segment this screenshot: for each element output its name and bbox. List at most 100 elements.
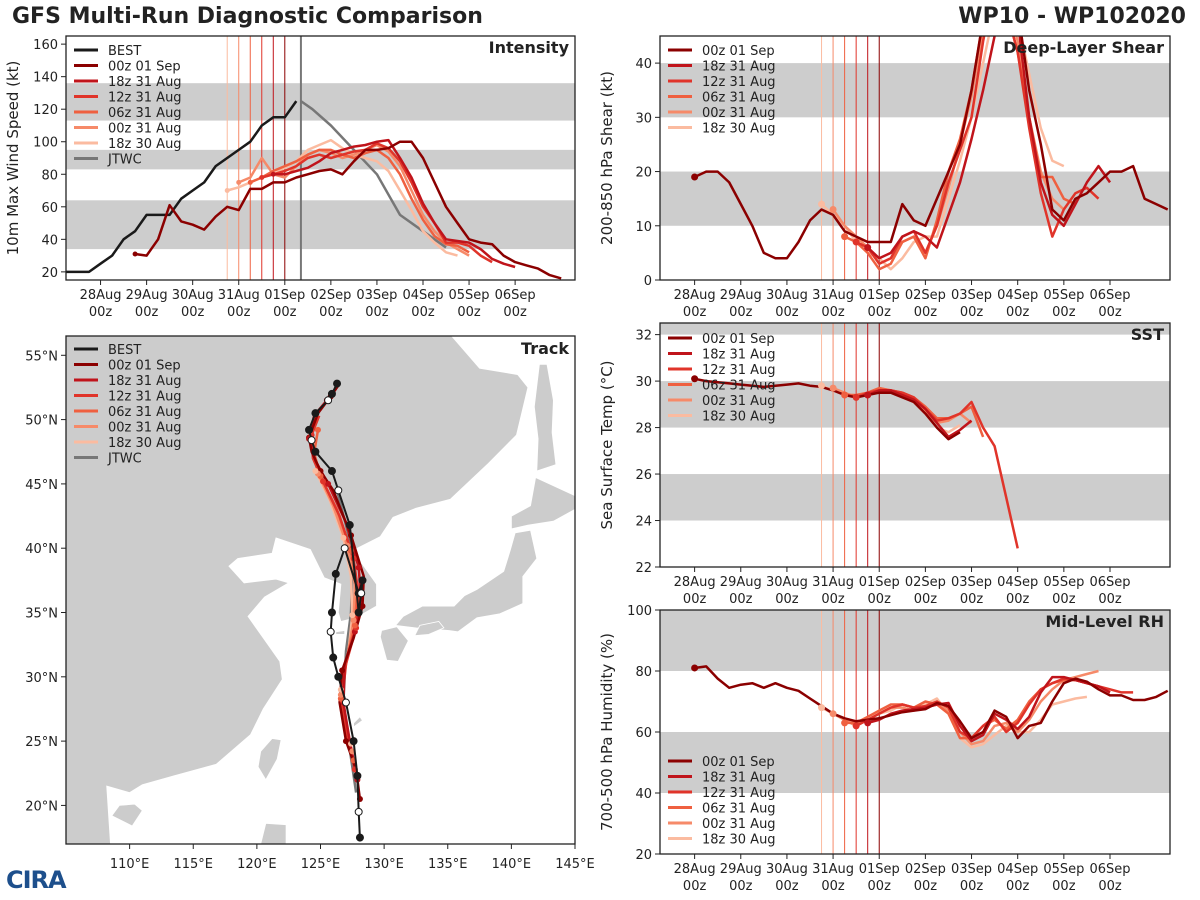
track-best-marker-18	[311, 447, 320, 456]
rh-xtick-label-5: 02Sep	[905, 862, 946, 877]
intensity-xtick-label-1: 29Aug	[126, 288, 168, 303]
rh-start-marker-4	[829, 710, 837, 718]
shear-start-marker-0	[691, 173, 699, 181]
shear-ytick-label-4: 40	[635, 57, 652, 72]
intensity-start-marker-0	[132, 251, 138, 257]
track-lat-label-6: 50°N	[25, 414, 58, 429]
intensity-legend-label-1: 00z 01 Sep	[108, 60, 181, 75]
shear-xtick-label-8: 05Sep	[1043, 288, 1084, 303]
rh-xtick-sub-4: 00z	[868, 879, 892, 894]
hokkaido-island	[511, 476, 575, 530]
intensity-legend-label-5: 00z 31 Aug	[108, 122, 182, 137]
track-lon-label-0: 110°E	[110, 857, 150, 872]
track-legend-label-5: 00z 31 Aug	[108, 421, 182, 436]
sst-band-0	[660, 474, 1170, 521]
track-best-marker-13	[357, 589, 366, 598]
intensity-start-marker-2	[259, 175, 265, 181]
intensity-xtick-sub-4: 00z	[273, 305, 297, 320]
sst-xtick-sub-2: 00z	[775, 592, 799, 607]
intensity-ylabel: 10m Max Wind Speed (kt)	[4, 61, 22, 256]
track-best-marker-22	[324, 396, 333, 405]
rh-ytick-label-3: 80	[635, 665, 652, 680]
intensity-ytick-label-1: 40	[41, 233, 58, 248]
rh-start-marker-1	[864, 719, 872, 727]
track-lat-label-0: 20°N	[25, 799, 58, 814]
intensity-title: Intensity	[489, 38, 570, 57]
shikoku-island	[414, 621, 445, 637]
intensity-start-marker-5	[224, 188, 230, 194]
shear-xtick-label-0: 28Aug	[674, 288, 716, 303]
intensity-xtick-label-8: 05Sep	[449, 288, 490, 303]
shear-legend-label-3: 06z 31 Aug	[702, 91, 776, 106]
track-lon-label-1: 115°E	[173, 857, 213, 872]
track-best-marker-19	[307, 436, 316, 445]
shear-start-marker-2	[852, 238, 860, 246]
shear-start-marker-5	[818, 200, 826, 208]
sst-start-marker-5	[818, 382, 826, 390]
track-best-marker-0	[355, 833, 364, 842]
track-series-0-marker-6	[359, 603, 366, 610]
sst-xtick-sub-5: 00z	[914, 592, 938, 607]
track-legend-label-7: JTWC	[107, 452, 142, 467]
shear-start-marker-1	[864, 243, 872, 251]
sst-xtick-label-4: 01Sep	[859, 575, 900, 590]
rh-legend-label-1: 18z 31 Aug	[702, 771, 776, 786]
intensity-legend-label-0: BEST	[108, 44, 141, 59]
shear-ytick-label-1: 10	[635, 220, 652, 235]
intensity-series-2	[261, 142, 493, 264]
intensity-frame	[65, 35, 576, 281]
sst-start-marker-1	[864, 391, 872, 399]
sst-frame	[659, 322, 1171, 568]
shear-xtick-sub-3: 00z	[821, 305, 845, 320]
shear-band-0	[660, 171, 1170, 226]
track-series-1-marker-8	[325, 480, 332, 487]
track-series-1-marker-6	[355, 564, 362, 571]
page-title: GFS Multi-Run Diagnostic Comparison	[12, 4, 483, 29]
rh-xtick-sub-7: 00z	[1006, 879, 1030, 894]
sst-xtick-sub-3: 00z	[821, 592, 845, 607]
sst-ytick-label-5: 32	[635, 329, 652, 344]
shear-xtick-label-6: 03Sep	[951, 288, 992, 303]
track-lat-label-4: 40°N	[25, 542, 58, 557]
shear-title: Deep-Layer Shear	[1003, 38, 1164, 57]
shear-ytick-label-2: 20	[635, 166, 652, 181]
rh-ytick-label-4: 100	[627, 604, 652, 619]
rh-start-marker-0	[691, 664, 699, 672]
sst-xtick-label-7: 04Sep	[997, 575, 1038, 590]
sst-start-marker-3	[841, 391, 849, 399]
sst-xtick-label-2: 30Aug	[766, 575, 808, 590]
sst-ytick-label-0: 22	[635, 561, 652, 576]
rh-legend-label-5: 18z 30 Aug	[702, 833, 776, 848]
storm-id: WP10 - WP102020	[958, 4, 1186, 29]
track-best-marker-24	[333, 379, 342, 388]
track-best-marker-5	[334, 672, 343, 681]
rh-xtick-sub-0: 00z	[683, 879, 707, 894]
intensity-xtick-sub-3: 00z	[227, 305, 251, 320]
rh-series-group	[691, 664, 1169, 749]
sst-start-marker-2	[852, 393, 860, 401]
track-lat-label-2: 30°N	[25, 671, 58, 686]
intensity-xtick-sub-1: 00z	[135, 305, 159, 320]
sst-xtick-sub-6: 00z	[960, 592, 984, 607]
shear-legend-label-0: 00z 01 Sep	[702, 44, 775, 59]
rh-xtick-label-7: 04Sep	[997, 862, 1038, 877]
rh-series-1	[867, 675, 1111, 743]
track-best-marker-4	[341, 698, 350, 707]
shear-xtick-sub-5: 00z	[914, 305, 938, 320]
sst-xtick-sub-9: 00z	[1098, 592, 1122, 607]
shear-xtick-label-7: 04Sep	[997, 288, 1038, 303]
track-series-0-marker-2	[342, 738, 349, 745]
track-best-marker-12	[358, 576, 367, 585]
intensity-xtick-sub-9: 00z	[503, 305, 527, 320]
intensity-ytick-label-3: 80	[41, 168, 58, 183]
rh-xtick-label-4: 01Sep	[859, 862, 900, 877]
jeju-island	[335, 630, 346, 635]
track-legend-label-1: 00z 01 Sep	[108, 359, 181, 374]
intensity-start-marker-3	[247, 179, 253, 185]
sst-legend-label-0: 00z 01 Sep	[702, 332, 775, 347]
sst-xtick-label-3: 31Aug	[812, 575, 854, 590]
sst-xtick-sub-7: 00z	[1006, 592, 1030, 607]
rh-xtick-sub-9: 00z	[1098, 879, 1122, 894]
shear-xtick-sub-9: 00z	[1098, 305, 1122, 320]
